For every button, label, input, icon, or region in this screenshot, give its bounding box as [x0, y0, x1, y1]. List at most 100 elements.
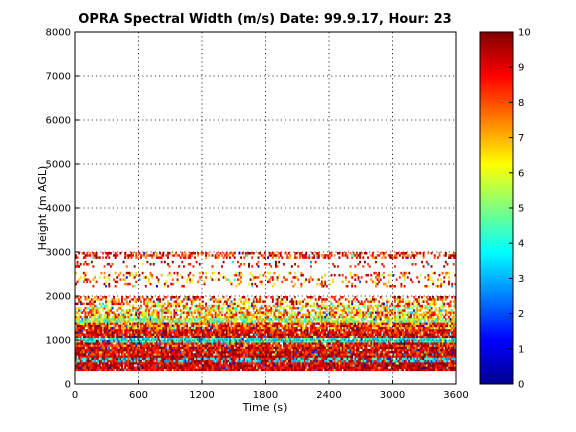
- heatmap-cell: [249, 355, 252, 358]
- heatmap-cell: [405, 326, 408, 330]
- heatmap-cell: [149, 348, 152, 352]
- heatmap-cell: [376, 362, 379, 365]
- heatmap-cell: [116, 340, 119, 343]
- heatmap-cell: [111, 346, 114, 350]
- heatmap-cell: [154, 329, 157, 332]
- heatmap-cell: [213, 368, 215, 372]
- heatmap-cell: [454, 333, 457, 336]
- heatmap-cell: [408, 353, 411, 356]
- heatmap-cell: [95, 324, 98, 328]
- heatmap-cell: [290, 346, 293, 350]
- heatmap-cell: [349, 342, 352, 345]
- heatmap-cell: [365, 355, 368, 358]
- heatmap-cell: [414, 333, 417, 336]
- heatmap-cell: [95, 333, 98, 336]
- heatmap-cell: [197, 351, 200, 354]
- heatmap-cell: [182, 346, 185, 350]
- heatmap-cell: [170, 366, 173, 369]
- heatmap-cell: [413, 366, 416, 369]
- heatmap-cell: [411, 362, 414, 365]
- heatmap-cell: [89, 362, 92, 365]
- heatmap-cell: [224, 359, 227, 363]
- heatmap-cell: [128, 362, 131, 365]
- heatmap-cell: [86, 368, 88, 372]
- heatmap-cell: [89, 351, 92, 354]
- heatmap-cell: [313, 355, 316, 358]
- heatmap-cell: [95, 335, 98, 339]
- heatmap-cell: [409, 357, 412, 361]
- heatmap-cell: [157, 329, 160, 332]
- heatmap-cell: [313, 353, 316, 356]
- heatmap-cell: [382, 357, 385, 361]
- heatmap-cell: [252, 353, 255, 356]
- heatmap-cell: [425, 335, 428, 339]
- heatmap-cell: [106, 344, 109, 347]
- heatmap-cell: [103, 366, 106, 369]
- heatmap-cell: [321, 364, 323, 367]
- heatmap-cell: [132, 362, 135, 365]
- heatmap-cell: [206, 331, 209, 334]
- heatmap-cell: [236, 340, 239, 343]
- heatmap-cell: [263, 340, 266, 343]
- heatmap-cell: [243, 364, 246, 367]
- heatmap-cell: [133, 335, 136, 339]
- heatmap-cell: [75, 342, 77, 345]
- heatmap-cell: [143, 351, 146, 354]
- heatmap-cell: [111, 344, 114, 347]
- heatmap-cell: [267, 340, 269, 343]
- heatmap-cell: [114, 353, 117, 356]
- heatmap-cell: [378, 359, 381, 363]
- heatmap-cell: [143, 357, 146, 361]
- heatmap-cell: [398, 368, 401, 372]
- heatmap-cell: [109, 366, 112, 369]
- heatmap-cell: [208, 342, 211, 345]
- heatmap-cell: [335, 362, 338, 365]
- heatmap-cell: [249, 335, 252, 339]
- heatmap-cell: [397, 368, 400, 372]
- heatmap-cell: [425, 368, 428, 372]
- heatmap-cell: [206, 340, 209, 343]
- heatmap-cell: [79, 366, 82, 369]
- heatmap-cell: [303, 366, 306, 369]
- heatmap-cell: [427, 348, 430, 352]
- heatmap-cell: [232, 337, 235, 341]
- heatmap-cell: [95, 351, 98, 354]
- heatmap-cell: [89, 366, 92, 369]
- heatmap-cell: [105, 335, 108, 339]
- heatmap-cell: [238, 353, 241, 356]
- heatmap-cell: [409, 364, 412, 367]
- heatmap-cell: [267, 353, 269, 356]
- heatmap-cell: [363, 344, 366, 347]
- heatmap-cell: [130, 340, 133, 343]
- heatmap-cell: [143, 364, 146, 367]
- heatmap-cell: [394, 364, 396, 367]
- heatmap-cell: [309, 344, 312, 347]
- heatmap-cell: [154, 324, 157, 328]
- heatmap-cell: [368, 368, 371, 372]
- heatmap-cell: [278, 342, 281, 345]
- heatmap-cell: [79, 326, 82, 330]
- heatmap-cell: [411, 337, 414, 341]
- heatmap-cell: [452, 342, 455, 345]
- heatmap-cell: [375, 331, 377, 334]
- heatmap-cell: [205, 333, 208, 336]
- heatmap-cell: [165, 362, 168, 365]
- heatmap-cell: [381, 364, 384, 367]
- heatmap-cell: [454, 340, 457, 343]
- heatmap-cell: [157, 346, 160, 350]
- heatmap-cell: [375, 355, 377, 358]
- heatmap-cell: [192, 355, 195, 358]
- heatmap-cell: [373, 346, 376, 350]
- heatmap-cell: [371, 359, 374, 363]
- heatmap-cell: [394, 362, 396, 365]
- heatmap-cell: [163, 351, 166, 354]
- heatmap-cell: [452, 333, 455, 336]
- heatmap-cell: [282, 346, 285, 350]
- heatmap-cell: [287, 344, 290, 347]
- heatmap-cell: [195, 333, 198, 336]
- heatmap-cell: [179, 342, 182, 345]
- heatmap-cell: [387, 342, 390, 345]
- heatmap-cell: [128, 355, 131, 358]
- heatmap-cell: [336, 344, 339, 347]
- heatmap-cell: [282, 333, 285, 336]
